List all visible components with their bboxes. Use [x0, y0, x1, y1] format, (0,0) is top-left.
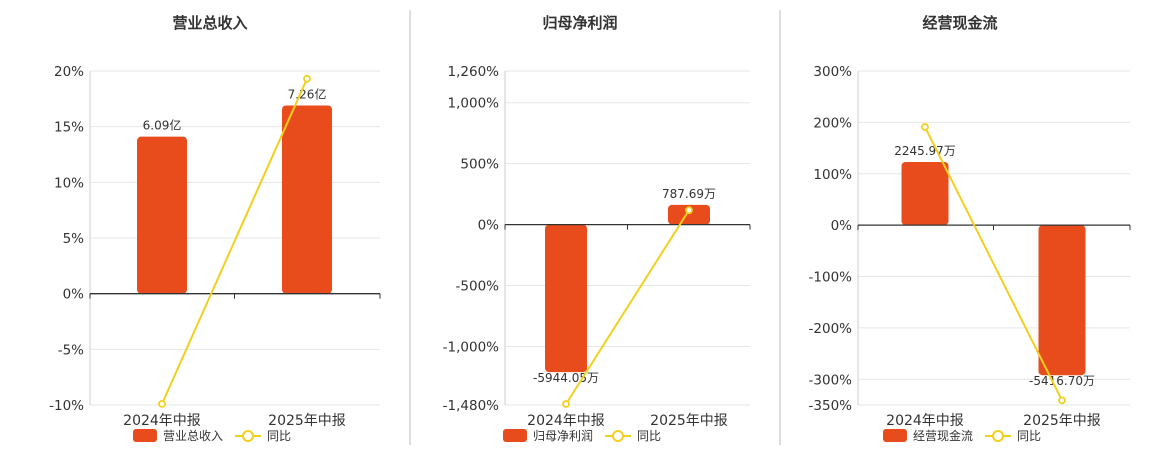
- legend-bar-label: 归母净利润: [533, 429, 593, 443]
- x-category-label: 2024年中报: [886, 413, 964, 429]
- x-category-label: 2024年中报: [527, 413, 605, 429]
- y-tick-label: 100%: [813, 167, 852, 183]
- legend-line-marker: [242, 430, 254, 442]
- legend-line-marker: [612, 430, 624, 442]
- y-tick-label: 20%: [54, 64, 84, 80]
- bar-data-label: 787.69万: [662, 187, 716, 201]
- chart-panel-2: 归母净利润 1,260% 1,000% 500% 0% -500% -1,000% -1,48…: [443, 14, 751, 443]
- y-tick-label: 300%: [813, 64, 852, 80]
- bar-data-label: 2245.97万: [894, 144, 956, 158]
- y-tick-label: -200%: [809, 321, 853, 337]
- y-tick-label: 0%: [63, 287, 85, 303]
- y-tick-label: -100%: [809, 270, 853, 286]
- y-tick-label: 1,000%: [448, 96, 500, 112]
- legend-line-marker: [992, 430, 1004, 442]
- y-tick-label: -5%: [58, 342, 84, 358]
- legend: 营业总收入 同比: [133, 429, 291, 443]
- bar: [282, 105, 332, 294]
- x-category-label: 2025年中报: [268, 413, 346, 429]
- legend-bar-swatch: [133, 429, 157, 442]
- y-tick-label: -1,480%: [443, 398, 500, 414]
- yoy-point: [685, 206, 693, 215]
- chart-panel-3: 经营现金流 300% 200% 100% 0% -100% -200% -300% -350% 2…: [809, 14, 1131, 443]
- x-category-label: 2024年中报: [123, 413, 201, 429]
- chart-title: 归母净利润: [542, 14, 617, 32]
- y-tick-label: -350%: [809, 398, 853, 414]
- legend-line-label: 同比: [267, 429, 291, 443]
- legend: 经营现金流 同比: [883, 428, 1041, 443]
- y-tick-label: 5%: [63, 231, 85, 247]
- legend-line-label: 同比: [1017, 429, 1041, 443]
- y-tick-label: 10%: [54, 175, 84, 191]
- bar: [545, 224, 587, 373]
- legend-bar-swatch: [503, 429, 527, 442]
- y-tick-label: -10%: [49, 398, 84, 414]
- y-tick-label: 1,260%: [448, 64, 500, 80]
- y-tick-label: 200%: [813, 115, 852, 131]
- yoy-line: [565, 209, 690, 405]
- legend: 归母净利润 同比: [503, 429, 661, 443]
- y-tick-label: -500%: [456, 279, 500, 295]
- x-category-label: 2025年中报: [650, 413, 728, 429]
- y-tick-label: 500%: [460, 157, 499, 173]
- bar-data-label: -5944.05万: [533, 371, 599, 385]
- bar-data-label: -5416.70万: [1029, 374, 1095, 388]
- yoy-point: [158, 399, 166, 408]
- legend-bar-swatch: [883, 429, 907, 442]
- yoy-point: [921, 123, 929, 131]
- yoy-line: [161, 78, 308, 405]
- x-category-label: 2025年中报: [1023, 413, 1101, 429]
- chart-title: 营业总收入: [172, 14, 247, 32]
- bar: [137, 136, 187, 294]
- yoy-point: [1058, 396, 1066, 405]
- chart-title: 经营现金流: [922, 14, 997, 32]
- y-tick-label: -1,000%: [443, 339, 500, 355]
- yoy-line: [924, 126, 1063, 401]
- legend-bar-label: 经营现金流: [913, 428, 973, 443]
- y-tick-label: -300%: [809, 372, 853, 388]
- y-tick-label: 0%: [478, 218, 500, 234]
- chart-panel-1: 营业总收入 20% 15% 10% 5% 0% -5% -10% 6.09亿 7.26亿 2024年…: [49, 14, 381, 443]
- legend-bar-label: 营业总收入: [163, 429, 223, 443]
- bar-data-label: 6.09亿: [143, 118, 182, 133]
- bar: [901, 161, 949, 226]
- bar: [1038, 225, 1086, 376]
- legend-line-label: 同比: [637, 429, 661, 443]
- yoy-point: [303, 74, 311, 83]
- bar: [668, 204, 710, 225]
- y-tick-label: 15%: [54, 120, 84, 136]
- bar-data-label: 7.26亿: [288, 87, 327, 102]
- yoy-point: [562, 400, 570, 408]
- y-tick-label: 0%: [831, 218, 853, 234]
